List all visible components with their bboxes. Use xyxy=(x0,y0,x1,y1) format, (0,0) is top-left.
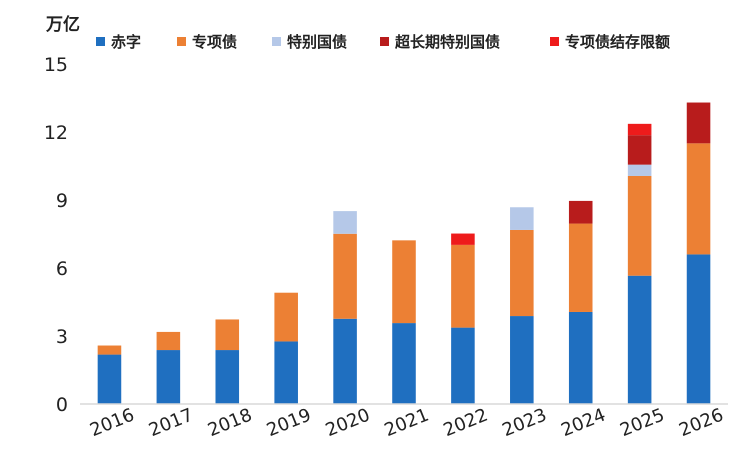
x-tick-label-2016: 2016 xyxy=(87,404,137,441)
bar-segment-2020-series-2 xyxy=(333,211,357,234)
bar-segment-2026-series-0 xyxy=(686,254,711,404)
y-axis-unit-label: 万亿 xyxy=(45,14,80,35)
legend-label-2: 特别国债 xyxy=(287,33,347,51)
bar-segment-2021-series-1 xyxy=(392,240,416,324)
bar-segment-2023-series-1 xyxy=(510,229,534,317)
y-axis-ticks: 0 3 6 9 12 15 xyxy=(44,54,68,416)
bar-segment-2025-series-2 xyxy=(627,164,652,176)
bar-segment-2016-series-1 xyxy=(97,345,122,355)
legend-swatch-2 xyxy=(272,37,281,46)
legend-label-1: 专项债 xyxy=(192,33,237,51)
bar-segment-2020-series-0 xyxy=(333,318,357,404)
y-tick-label: 15 xyxy=(44,54,68,76)
bar-segment-2018-series-0 xyxy=(215,350,240,404)
bar-segment-2016-series-0 xyxy=(97,354,122,404)
bar-segment-2017-series-1 xyxy=(156,331,181,351)
x-tick-label-2021: 2021 xyxy=(382,404,432,441)
y-tick-label: 12 xyxy=(44,122,68,144)
bar-segment-2022-series-0 xyxy=(451,327,475,404)
bar-segment-2017-series-0 xyxy=(156,350,181,404)
y-tick-label: 9 xyxy=(56,190,68,212)
x-tick-label-2018: 2018 xyxy=(205,404,255,441)
x-tick-label-2025: 2025 xyxy=(617,404,667,441)
bars xyxy=(97,102,711,404)
bar-segment-2026-series-1 xyxy=(686,143,711,255)
bar-segment-2022-series-1 xyxy=(451,244,475,328)
bar-segment-2021-series-0 xyxy=(392,323,416,404)
legend-swatch-3 xyxy=(380,37,389,46)
legend: 赤字 专项债 特别国债 超长期特别国债 专项债结存限额 xyxy=(96,33,670,51)
legend-label-4: 专项债结存限额 xyxy=(565,33,670,51)
x-axis-ticks: 2016 2017 2018 2019 2020 2021 2022 2023 2024 2025… xyxy=(87,404,726,441)
bar-segment-2024-series-1 xyxy=(568,223,593,312)
bar-segment-2026-series-3 xyxy=(686,102,711,144)
legend-label-0: 赤字 xyxy=(111,33,141,51)
x-tick-label-2017: 2017 xyxy=(146,404,196,441)
bar-segment-2024-series-3 xyxy=(568,200,593,224)
bar-segment-2025-series-4 xyxy=(627,123,652,136)
x-tick-label-2026: 2026 xyxy=(676,404,726,441)
legend-swatch-4 xyxy=(550,37,559,46)
bar-segment-2019-series-0 xyxy=(274,341,298,404)
legend-swatch-0 xyxy=(96,37,105,46)
x-tick-label-2019: 2019 xyxy=(264,404,314,441)
bar-segment-2018-series-1 xyxy=(215,319,240,351)
bar-segment-2025-series-0 xyxy=(627,275,652,404)
legend-label-3: 超长期特别国债 xyxy=(394,33,500,51)
y-tick-label: 0 xyxy=(56,394,68,416)
bar-segment-2023-series-0 xyxy=(510,316,534,404)
legend-swatch-1 xyxy=(177,37,186,46)
y-tick-label: 3 xyxy=(56,326,68,348)
bar-segment-2023-series-2 xyxy=(510,207,534,230)
bar-segment-2024-series-0 xyxy=(568,311,593,404)
x-tick-label-2022: 2022 xyxy=(440,404,490,441)
x-tick-label-2020: 2020 xyxy=(323,404,373,441)
y-tick-label: 6 xyxy=(56,258,68,280)
bar-segment-2025-series-3 xyxy=(627,135,652,165)
x-tick-label-2023: 2023 xyxy=(499,404,549,441)
bar-segment-2020-series-1 xyxy=(333,233,357,319)
bar-segment-2022-series-4 xyxy=(451,233,475,245)
bar-segment-2025-series-1 xyxy=(627,175,652,276)
x-tick-label-2024: 2024 xyxy=(558,404,608,441)
bar-segment-2019-series-1 xyxy=(274,292,298,342)
